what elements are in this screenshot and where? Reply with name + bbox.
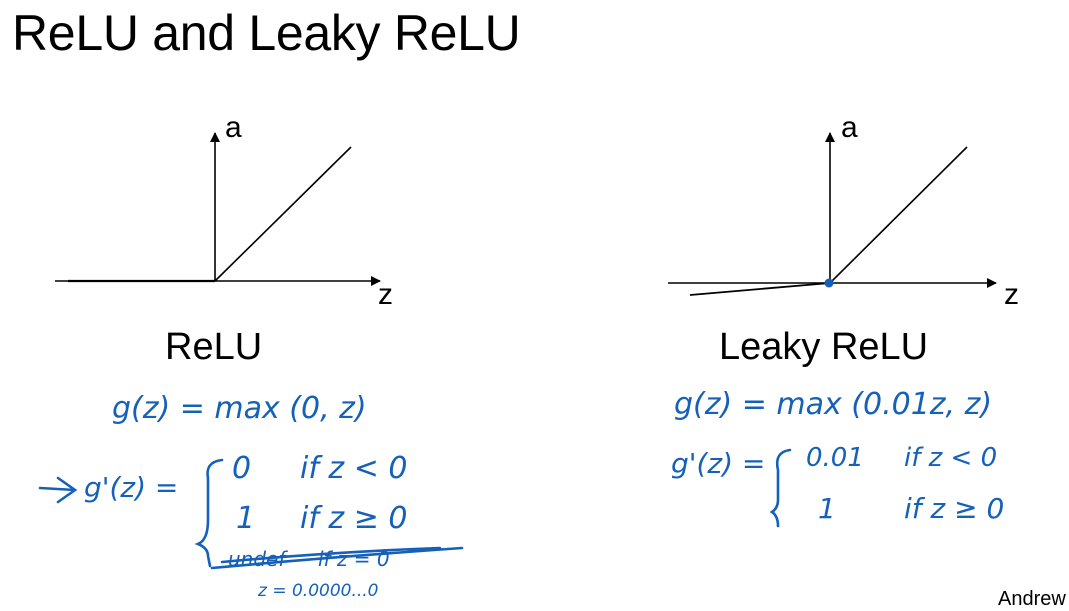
leaky-handwritten-notes: g(z) = max (0.01z, z) g'(z) = 0.01 if z … (671, 387, 1004, 528)
relu-case-brace (194, 458, 224, 568)
pointer-arrow-icon (38, 476, 78, 504)
relu-note: z = 0.0000...0 (257, 581, 379, 601)
relu-case-0-value: 0 (232, 451, 251, 486)
relu-y-axis-label: a (225, 111, 242, 144)
relu-case-0-condition: if z < 0 (300, 451, 407, 486)
leaky-derivative-prefix: g'(z) = (671, 447, 765, 480)
leaky-caption: Leaky ReLU (719, 326, 928, 368)
relu-positive-part (214, 146, 352, 282)
strike-through-mark (210, 546, 464, 570)
relu-x-axis-label: z (378, 278, 393, 311)
relu-caption: ReLU (165, 326, 262, 368)
relu-derivative-prefix: g'(z) = (84, 471, 178, 504)
relu-formula: g(z) = max (0, z) (112, 391, 367, 426)
leaky-case-1-condition: if z ≥ 0 (904, 492, 1004, 525)
leaky-case-0-value: 0.01 (806, 443, 864, 473)
leaky-positive-part (829, 146, 968, 284)
relu-handwritten-notes: g(z) = max (0, z) g'(z) = 0 if z < 0 1 i… (38, 391, 464, 601)
leaky-origin-dot (824, 278, 834, 288)
relu-case-1-value: 1 (236, 501, 255, 536)
leaky-negative-part (689, 282, 831, 296)
slide-title: ReLU and Leaky ReLU (12, 5, 521, 61)
author-credit: Andrew (998, 588, 1066, 610)
leaky-case-0-condition: if z < 0 (904, 443, 997, 473)
leaky-y-axis-label: a (841, 111, 858, 144)
leaky-formula: g(z) = max (0.01z, z) (674, 387, 992, 422)
leaky-x-axis-label: z (1004, 278, 1019, 311)
relu-graph: a z ReLU (55, 111, 393, 368)
leaky-case-brace (769, 448, 792, 528)
relu-case-1-condition: if z ≥ 0 (300, 501, 407, 536)
leaky-relu-graph: a z Leaky ReLU (668, 111, 1019, 368)
leaky-case-1-value: 1 (818, 492, 836, 525)
